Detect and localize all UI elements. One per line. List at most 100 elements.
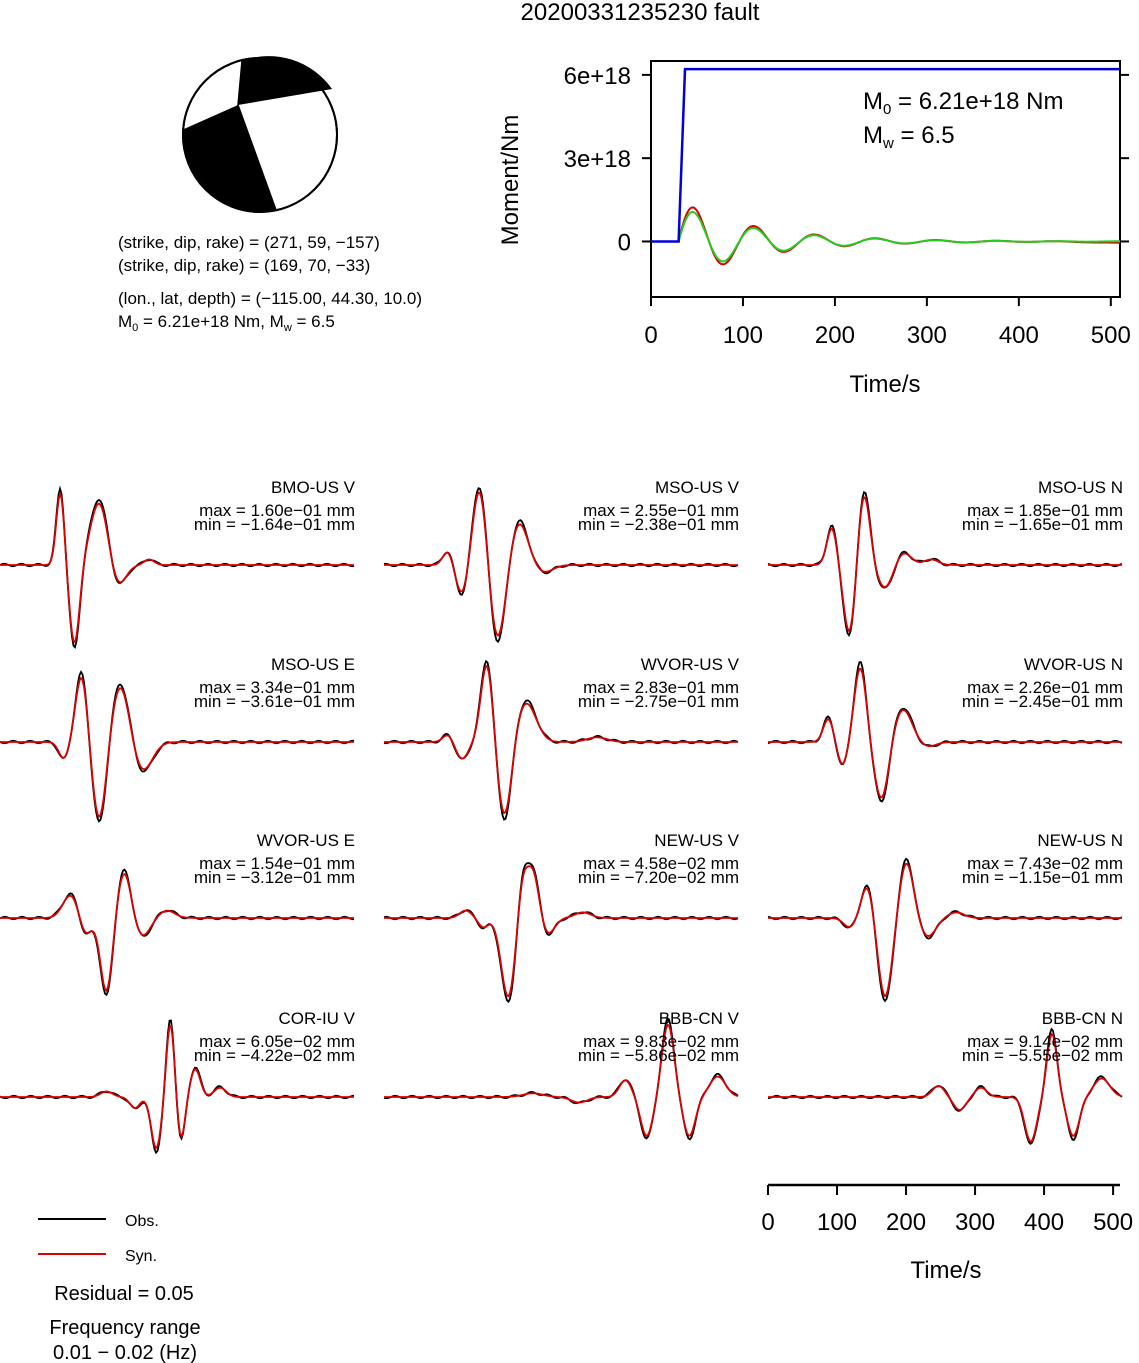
moment-plot-frame xyxy=(650,60,1121,298)
station-max-label: max = 1.54e−01 mm xyxy=(199,854,355,873)
focal-mechanism-beachball xyxy=(182,56,338,213)
moment-ytick-label: 6e+18 xyxy=(564,63,631,90)
beachball-compressional-quadrant-2 xyxy=(183,105,276,212)
mechanism-line-3: (lon., lat, depth) = (−115.00, 44.30, 10… xyxy=(118,289,422,308)
observed-waveform xyxy=(0,868,355,997)
waveform-xtick-label: 400 xyxy=(1024,1209,1064,1236)
frequency-range-value: 0.01 − 0.02 (Hz) xyxy=(53,1342,197,1363)
waveform-xtick-label: 0 xyxy=(761,1209,774,1236)
moment-xtick-label: 0 xyxy=(644,322,657,349)
moment-xtick-label: 100 xyxy=(723,322,763,349)
cumulative-moment-series xyxy=(651,67,1120,243)
moment-y-axis: 6e+18 3e+18 0 xyxy=(564,63,1129,256)
station-label: MSO-US E xyxy=(271,655,355,674)
station-label: WVOR-US N xyxy=(1024,655,1123,674)
station-max-label: max = 4.58e−02 mm xyxy=(583,854,739,873)
station-min-label: min = −2.38e−01 mm xyxy=(578,515,739,534)
moment-x-axis: 0 100 200 300 400 500 xyxy=(644,297,1131,349)
station-label: BMO-US V xyxy=(271,478,356,497)
station-min-label: min = −1.64e−01 mm xyxy=(194,515,355,534)
legend-obs-label: Obs. xyxy=(125,1213,159,1230)
waveform-xtick-label: 100 xyxy=(817,1209,857,1236)
moment-plot: Moment/Nm Time/s 6e+18 3e+18 0 0 100 200 300 4… xyxy=(497,60,1131,398)
moment-ytick-label: 0 xyxy=(618,229,631,256)
station-label: COR-IU V xyxy=(279,1009,356,1028)
mechanism-magnitude-line: M0 = 6.21e+18 Nm, Mw = 6.5 xyxy=(118,312,335,334)
station-max-label: max = 9.14e−02 mm xyxy=(967,1032,1123,1051)
station-label: MSO-US V xyxy=(655,478,740,497)
station-min-label: min = −3.12e−01 mm xyxy=(194,868,355,887)
legend-syn-label: Syn. xyxy=(125,1248,157,1265)
station-label: MSO-US N xyxy=(1038,478,1123,497)
synthetic-waveform xyxy=(384,664,738,815)
station-label: NEW-US N xyxy=(1037,831,1123,850)
waveform-xtick-label: 500 xyxy=(1093,1209,1133,1236)
synthetic-waveform xyxy=(768,1032,1123,1143)
moment-rate-series-red xyxy=(651,206,1120,266)
station-min-label: min = −1.65e−01 mm xyxy=(962,515,1123,534)
waveform-xlabel: Time/s xyxy=(910,1257,981,1284)
station-label: BBB-CN N xyxy=(1042,1009,1123,1028)
moment-xtick-label: 500 xyxy=(1091,322,1131,349)
station-min-label: min = −4.22e−02 mm xyxy=(194,1046,355,1065)
station-max-label: max = 9.83e−02 mm xyxy=(583,1032,739,1051)
station-min-label: min = −5.55e−02 mm xyxy=(962,1046,1123,1065)
synthetic-waveform xyxy=(0,676,354,819)
synthetic-waveform xyxy=(0,490,354,644)
frequency-range-label: Frequency range xyxy=(49,1317,200,1339)
station-max-label: max = 2.26e−01 mm xyxy=(967,678,1123,697)
synthetic-waveform xyxy=(384,1023,739,1138)
station-label: WVOR-US E xyxy=(257,831,355,850)
station-max-label: max = 1.60e−01 mm xyxy=(199,501,355,520)
legend: Obs. Syn. xyxy=(38,1213,159,1265)
moment-xlabel: Time/s xyxy=(849,371,920,398)
synthetic-waveform xyxy=(0,872,354,993)
synthetic-waveform xyxy=(0,1024,354,1150)
mechanism-line-2: (strike, dip, rake) = (169, 70, −33) xyxy=(118,256,370,275)
mechanism-info: (strike, dip, rake) = (271, 59, −157) (s… xyxy=(118,233,422,334)
synthetic-waveform xyxy=(384,491,738,637)
station-min-label: min = −2.75e−01 mm xyxy=(578,692,739,711)
moment-ylabel: Moment/Nm xyxy=(497,115,524,246)
observed-waveform xyxy=(767,661,1123,803)
station-label: NEW-US V xyxy=(654,831,739,850)
station-min-label: min = −1.15e−01 mm xyxy=(962,868,1123,887)
station-label: BBB-CN V xyxy=(659,1009,740,1028)
moment-xtick-label: 300 xyxy=(907,322,947,349)
moment-annotation-mw: Mw = 6.5 xyxy=(863,122,955,152)
station-max-label: max = 6.05e−02 mm xyxy=(199,1032,355,1051)
synthetic-waveform xyxy=(768,495,1122,633)
synthetic-waveform xyxy=(768,862,1122,998)
station-min-label: min = −3.61e−01 mm xyxy=(194,692,355,711)
synthetic-waveform xyxy=(768,667,1122,799)
station-max-label: max = 1.85e−01 mm xyxy=(967,501,1123,520)
moment-xtick-label: 400 xyxy=(999,322,1039,349)
moment-xtick-label: 200 xyxy=(815,322,855,349)
synthetic-waveform xyxy=(384,865,738,998)
figure-title: 20200331235230 fault xyxy=(521,0,760,26)
mechanism-line-1: (strike, dip, rake) = (271, 59, −157) xyxy=(118,233,380,252)
residual-label: Residual = 0.05 xyxy=(54,1283,194,1305)
station-min-label: min = −2.45e−01 mm xyxy=(962,692,1123,711)
waveform-xtick-label: 200 xyxy=(886,1209,926,1236)
station-max-label: max = 2.55e−01 mm xyxy=(583,501,739,520)
station-min-label: min = −5.86e−02 mm xyxy=(578,1046,739,1065)
moment-rate-series-green xyxy=(651,210,1120,263)
station-max-label: max = 7.43e−02 mm xyxy=(967,854,1123,873)
waveform-xtick-label: 300 xyxy=(955,1209,995,1236)
moment-annotation-m0: M0 = 6.21e+18 Nm xyxy=(863,88,1063,118)
moment-ytick-label: 3e+18 xyxy=(564,146,631,173)
